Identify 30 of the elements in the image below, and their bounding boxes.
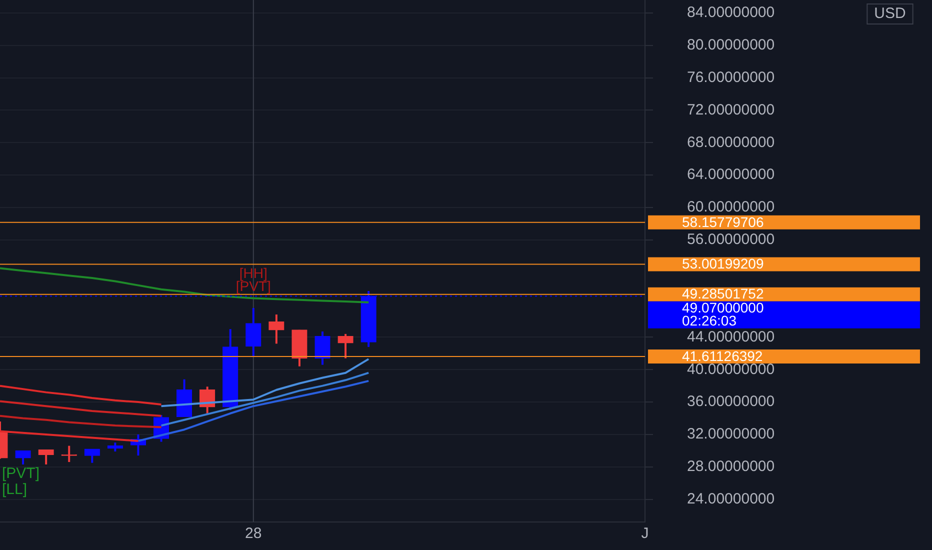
candlestick [84,448,100,464]
y-tick-label: 24.00000000 [687,490,775,508]
y-tick-label: 80.00000000 [687,36,775,54]
candlestick [246,307,262,358]
y-tick-label: 72.00000000 [687,101,775,118]
y-tick-label: 56.00000000 [687,231,775,248]
candlestick [15,450,31,466]
y-tick-label: 44.00000000 [687,328,775,346]
candlestick [314,330,330,366]
y-tick-label: 76.00000000 [687,68,775,86]
y-tick-label: 36.00000000 [687,393,775,410]
candlestick [338,332,354,360]
annotation: [LL] [2,481,28,498]
y-tick-label: 60.00000000 [687,198,775,216]
ref-line-label: 58.15779706 [682,214,764,230]
candlestick [38,448,54,466]
ref-line-label: 49.07000000 02:26:03 [682,300,764,329]
y-tick-label: 32.00000000 [687,426,775,443]
y-tick-label: 68.00000000 [687,134,775,151]
x-tick-label: J [641,525,649,542]
y-tick-label: 84.00000000 [687,4,775,22]
text: USD [874,5,906,22]
candlestick [268,313,284,345]
y-tick-label: 28.00000000 [687,458,775,476]
x-tick-label: 28 [245,525,262,542]
ref-line-label: 49.28501752 [682,286,764,302]
annotation: [PVT] [2,465,40,482]
ref-line-label: 53.00199209 [682,256,764,272]
annotation: [HH] [239,264,268,281]
y-tick-label: 64.00000000 [687,166,775,184]
